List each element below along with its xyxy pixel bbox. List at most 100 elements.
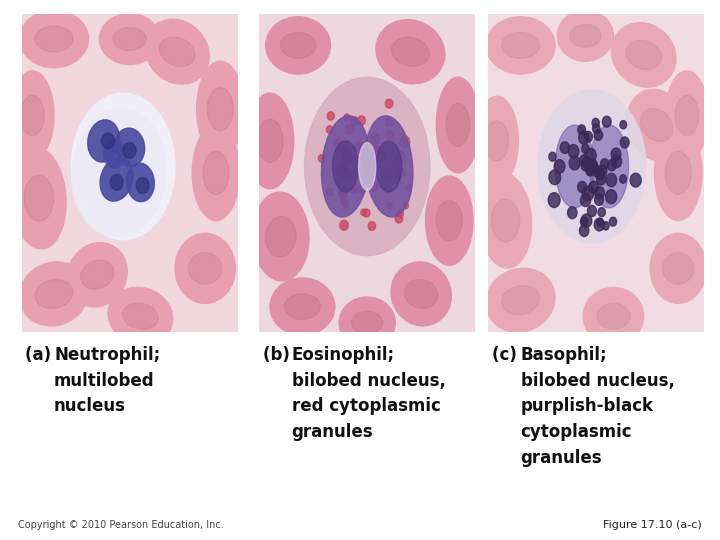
Ellipse shape (405, 279, 438, 308)
Ellipse shape (406, 185, 411, 191)
Ellipse shape (577, 125, 585, 134)
Ellipse shape (392, 37, 429, 66)
Ellipse shape (557, 10, 613, 61)
Ellipse shape (346, 124, 354, 134)
Ellipse shape (675, 96, 698, 136)
Ellipse shape (395, 214, 402, 223)
Ellipse shape (284, 294, 320, 320)
Ellipse shape (606, 173, 616, 187)
Ellipse shape (630, 173, 642, 187)
Ellipse shape (549, 152, 556, 161)
Ellipse shape (99, 14, 160, 64)
Text: multilobed: multilobed (54, 372, 155, 389)
Ellipse shape (588, 161, 598, 173)
Ellipse shape (586, 165, 595, 176)
Ellipse shape (588, 162, 595, 171)
Ellipse shape (364, 116, 413, 217)
Ellipse shape (592, 118, 599, 127)
Text: granules: granules (521, 449, 602, 467)
Ellipse shape (67, 242, 127, 307)
Ellipse shape (588, 205, 596, 217)
Ellipse shape (364, 161, 372, 171)
Text: bilobed nucleus,: bilobed nucleus, (292, 372, 446, 389)
Ellipse shape (145, 19, 210, 84)
Ellipse shape (340, 220, 348, 230)
Ellipse shape (554, 160, 565, 173)
Ellipse shape (361, 161, 372, 172)
Ellipse shape (607, 159, 616, 171)
Text: (b): (b) (263, 346, 295, 363)
Ellipse shape (376, 19, 445, 84)
Ellipse shape (595, 194, 603, 205)
Ellipse shape (400, 136, 410, 147)
Ellipse shape (548, 193, 560, 207)
Ellipse shape (597, 303, 630, 329)
Ellipse shape (367, 148, 374, 157)
Ellipse shape (595, 168, 604, 179)
Ellipse shape (650, 233, 706, 303)
Ellipse shape (611, 148, 621, 160)
Ellipse shape (24, 176, 54, 221)
Ellipse shape (663, 253, 693, 284)
Ellipse shape (253, 192, 309, 281)
Ellipse shape (340, 190, 347, 199)
Text: Eosinophil;: Eosinophil; (292, 346, 395, 363)
Ellipse shape (597, 174, 606, 185)
Ellipse shape (385, 99, 393, 108)
Ellipse shape (305, 77, 430, 255)
Ellipse shape (343, 200, 349, 208)
Ellipse shape (581, 160, 590, 171)
Ellipse shape (366, 163, 375, 173)
Ellipse shape (354, 144, 360, 151)
Text: (a): (a) (25, 346, 57, 363)
Ellipse shape (392, 158, 402, 168)
Ellipse shape (620, 175, 626, 183)
Ellipse shape (586, 165, 594, 176)
Ellipse shape (327, 188, 333, 195)
Ellipse shape (491, 199, 520, 242)
Ellipse shape (363, 209, 370, 217)
Ellipse shape (197, 61, 244, 157)
Ellipse shape (364, 173, 373, 184)
Ellipse shape (595, 187, 605, 199)
Ellipse shape (654, 125, 702, 220)
Ellipse shape (372, 161, 377, 168)
Ellipse shape (594, 218, 604, 231)
Ellipse shape (318, 154, 325, 162)
Ellipse shape (584, 131, 593, 142)
Ellipse shape (486, 17, 555, 74)
Ellipse shape (621, 137, 629, 148)
Ellipse shape (585, 161, 593, 171)
Ellipse shape (486, 268, 555, 332)
Text: Figure 17.10 (a-c): Figure 17.10 (a-c) (603, 520, 702, 530)
Ellipse shape (580, 154, 589, 166)
Ellipse shape (611, 23, 676, 87)
Ellipse shape (603, 116, 611, 127)
Ellipse shape (580, 217, 588, 226)
Ellipse shape (342, 152, 353, 164)
Ellipse shape (397, 152, 405, 162)
Ellipse shape (585, 158, 593, 168)
Ellipse shape (606, 190, 617, 204)
Ellipse shape (582, 157, 590, 167)
Ellipse shape (590, 125, 629, 208)
Ellipse shape (395, 167, 405, 179)
Ellipse shape (585, 148, 596, 163)
Ellipse shape (114, 128, 145, 166)
Ellipse shape (192, 125, 240, 220)
Ellipse shape (583, 287, 644, 345)
Ellipse shape (386, 131, 392, 139)
Ellipse shape (351, 184, 359, 193)
Ellipse shape (620, 120, 626, 129)
Ellipse shape (397, 210, 403, 218)
Ellipse shape (71, 109, 166, 237)
Ellipse shape (100, 157, 133, 201)
Ellipse shape (640, 109, 673, 141)
Ellipse shape (586, 159, 593, 168)
Ellipse shape (386, 118, 392, 126)
Ellipse shape (335, 167, 343, 177)
Ellipse shape (104, 139, 125, 168)
Ellipse shape (160, 37, 194, 66)
Ellipse shape (580, 194, 590, 207)
Ellipse shape (20, 96, 45, 136)
